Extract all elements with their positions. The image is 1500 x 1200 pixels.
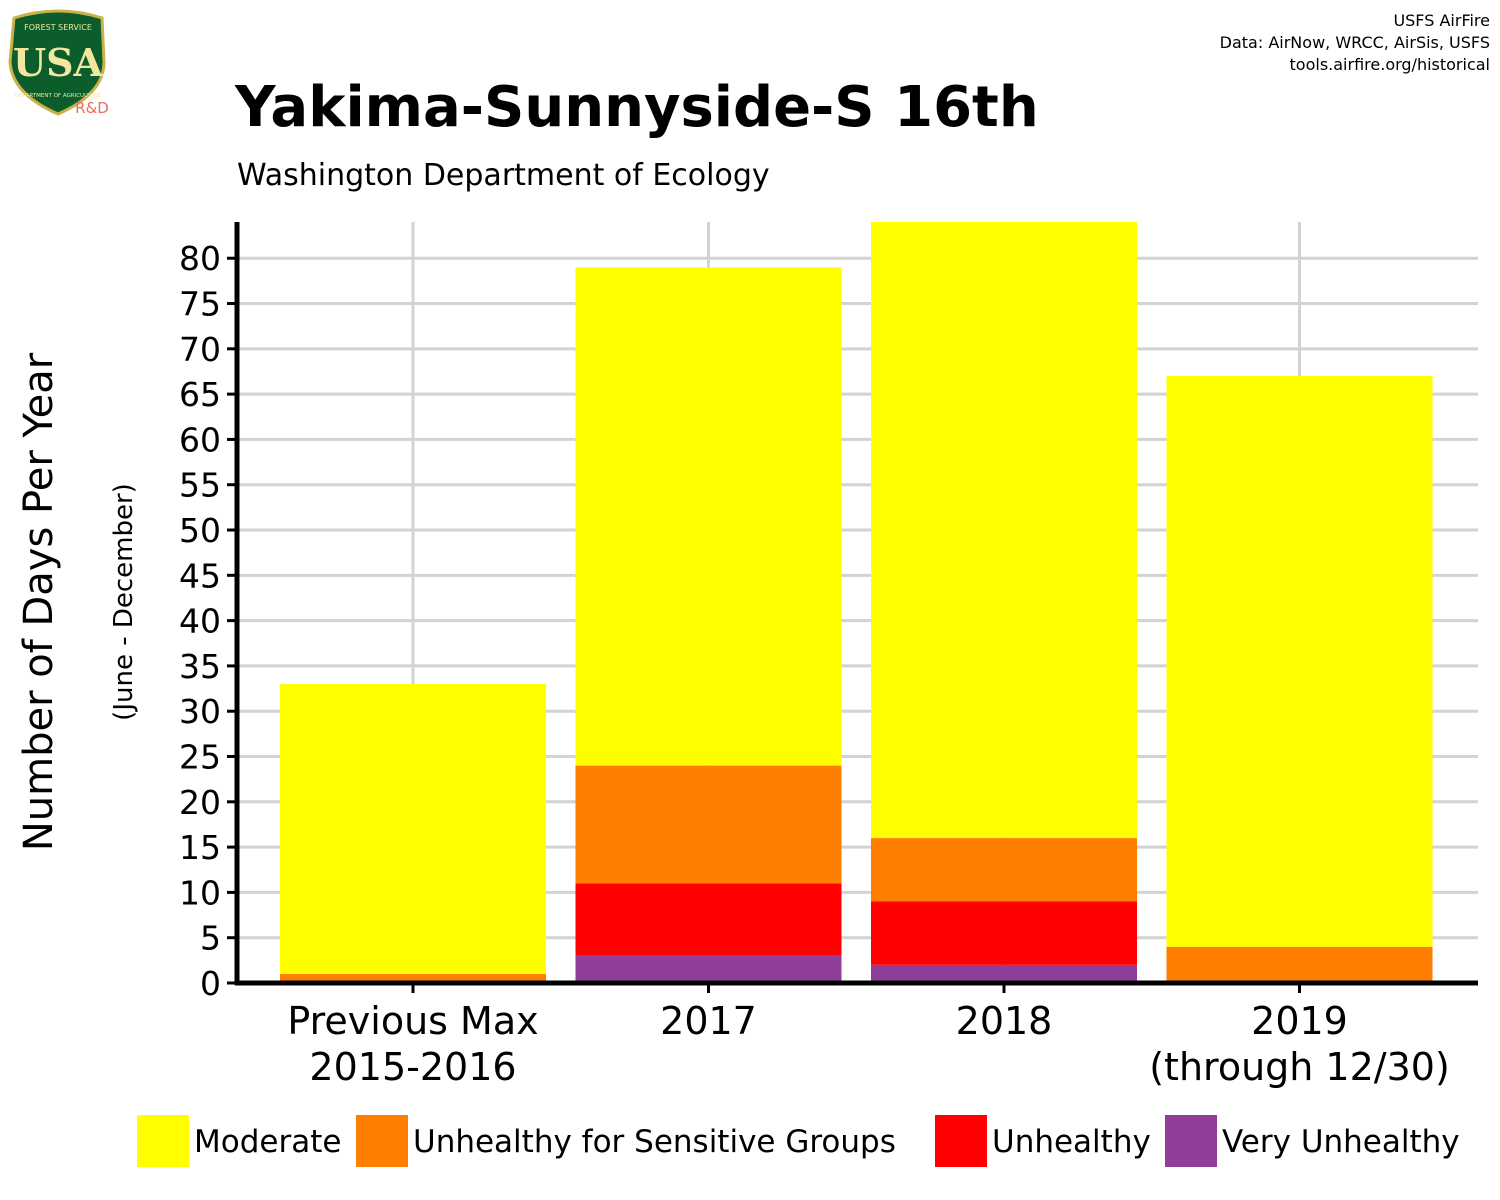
shield-icon bbox=[8, 9, 106, 116]
bar-segment bbox=[1166, 946, 1433, 983]
y-tick-label: 60 bbox=[179, 420, 221, 459]
credit-line-3: tools.airfire.org/historical bbox=[1290, 55, 1490, 74]
legend-swatch bbox=[356, 1115, 408, 1167]
legend-swatch bbox=[1165, 1115, 1217, 1167]
bar-segment bbox=[871, 222, 1137, 839]
legend-label: Unhealthy bbox=[992, 1124, 1151, 1160]
bar-segment bbox=[280, 973, 546, 983]
bars bbox=[280, 222, 1433, 983]
legend-swatch bbox=[137, 1115, 189, 1167]
y-tick-label: 65 bbox=[179, 375, 221, 414]
chart-subtitle: Washington Department of Ecology bbox=[237, 158, 770, 193]
bar-segment bbox=[871, 901, 1137, 965]
x-tick-label: 2019 bbox=[1251, 999, 1348, 1043]
usfs-logo: FOREST SERVICE USA DEPARTMENT OF AGRICUL… bbox=[8, 9, 109, 117]
y-tick-label: 50 bbox=[179, 511, 221, 550]
chart-title: Yakima-Sunnyside-S 16th bbox=[234, 75, 1039, 140]
y-tick-label: 75 bbox=[179, 285, 221, 324]
legend-swatch bbox=[935, 1115, 987, 1167]
y-tick-label: 80 bbox=[179, 239, 221, 278]
legend-label: Moderate bbox=[194, 1124, 341, 1160]
bar-segment bbox=[575, 883, 842, 956]
logo-top-text: FOREST SERVICE bbox=[24, 23, 92, 32]
bar-segment bbox=[871, 964, 1137, 983]
y-tick-label: 45 bbox=[179, 556, 221, 595]
x-tick-label: (through 12/30) bbox=[1149, 1045, 1450, 1089]
y-axis-label: Number of Days Per Year bbox=[16, 352, 62, 851]
x-tick-label: 2015-2016 bbox=[309, 1045, 516, 1089]
bar-segment bbox=[575, 267, 842, 766]
x-tick-label: Previous Max bbox=[287, 999, 538, 1043]
y-tick-label: 70 bbox=[179, 330, 221, 369]
y-tick-label: 55 bbox=[179, 466, 221, 505]
bar-segment bbox=[280, 684, 546, 974]
y-tick-label: 25 bbox=[179, 738, 221, 777]
logo-bottom-text: DEPARTMENT OF AGRICULTURE bbox=[15, 93, 102, 99]
y-axis-sublabel: (June - December) bbox=[109, 483, 139, 721]
y-tick-label: 40 bbox=[179, 602, 221, 641]
legend: Moderate Unhealthy for Sensitive Groups Un… bbox=[137, 1115, 1460, 1167]
x-tick-label: 2017 bbox=[660, 999, 757, 1043]
bar-segment bbox=[575, 765, 842, 884]
y-tick-label: 35 bbox=[179, 647, 221, 686]
y-tick-label: 0 bbox=[200, 964, 221, 1003]
bar-segment bbox=[1166, 376, 1433, 947]
bar-segment bbox=[871, 838, 1137, 902]
y-tick-label: 10 bbox=[179, 873, 221, 912]
y-tick-label: 15 bbox=[179, 828, 221, 867]
x-tick-label: 2018 bbox=[956, 999, 1053, 1043]
legend-label: Very Unhealthy bbox=[1222, 1124, 1460, 1160]
credit-line-2: Data: AirNow, WRCC, AirSis, USFS bbox=[1220, 33, 1490, 52]
credit-line-1: USFS AirFire bbox=[1393, 11, 1490, 30]
y-tick-label: 5 bbox=[200, 919, 221, 958]
y-tick-label: 30 bbox=[179, 692, 221, 731]
logo-rd-text: R&D bbox=[75, 99, 109, 117]
axes bbox=[227, 222, 1478, 993]
bar-segment bbox=[575, 955, 842, 983]
logo-letters: USA bbox=[13, 40, 104, 85]
y-tick-label: 20 bbox=[179, 783, 221, 822]
legend-label: Unhealthy for Sensitive Groups bbox=[413, 1124, 896, 1160]
y-tick-labels: 0 5 10 15 20 25 30 35 40 45 50 55 60 65 70 75 80 bbox=[179, 239, 221, 1003]
